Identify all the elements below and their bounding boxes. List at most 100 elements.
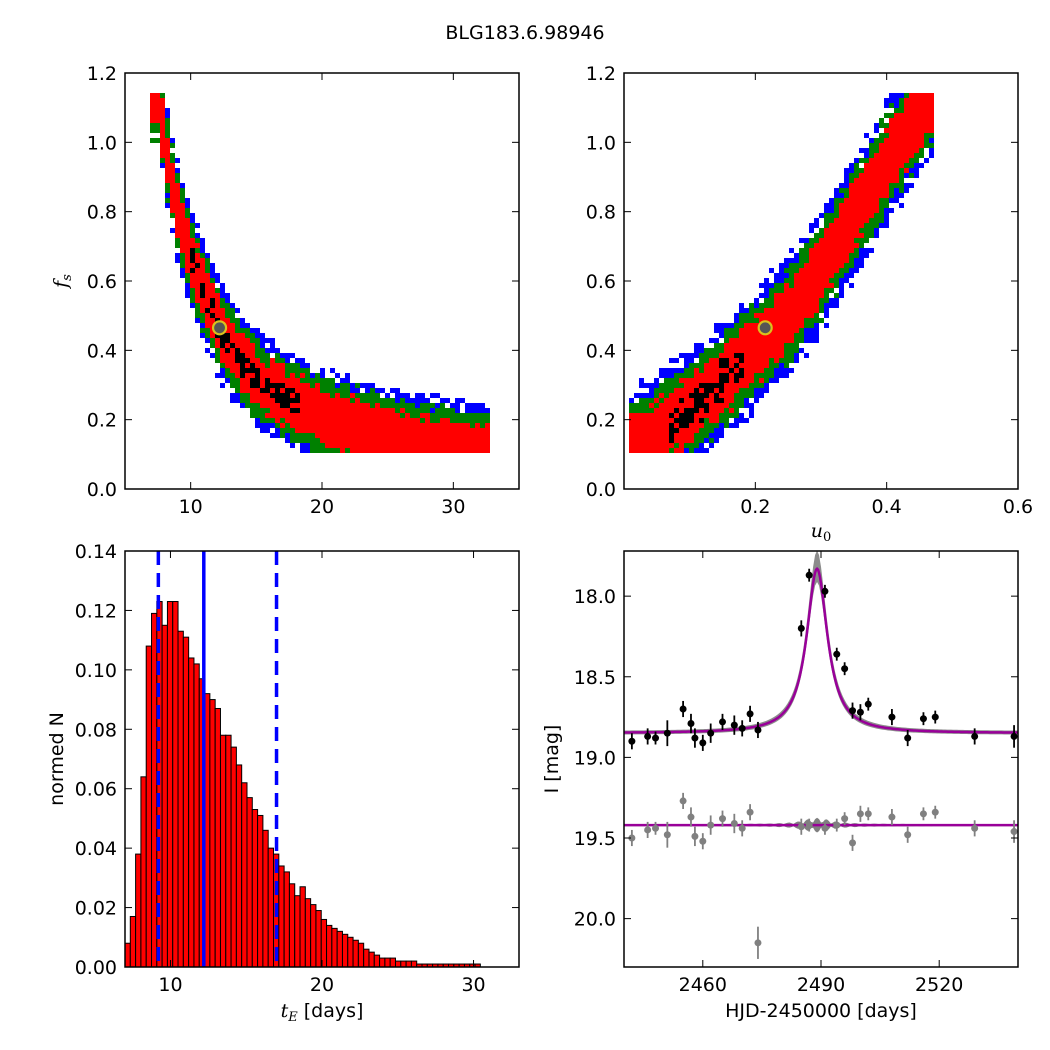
region-cell-green <box>295 438 300 443</box>
region-cell-red <box>175 198 180 203</box>
region-cell-red <box>894 173 899 178</box>
region-cell-green <box>834 198 839 203</box>
region-cell-green <box>190 293 195 298</box>
region-cell-red <box>325 393 330 398</box>
region-cell-red <box>774 338 779 343</box>
region-cell-red <box>929 113 934 118</box>
region-cell-blue <box>884 103 889 108</box>
residual-point <box>746 808 754 816</box>
region-cell-red <box>874 153 879 158</box>
region-cell-green <box>205 333 210 338</box>
region-cell-blue <box>784 258 789 263</box>
region-cell-red <box>684 438 689 443</box>
region-cell-blue <box>165 113 170 118</box>
region-cell-red <box>889 168 894 173</box>
region-cell-blue <box>929 138 934 143</box>
region-cell-red <box>305 403 310 408</box>
region-cell-green <box>225 368 230 373</box>
region-cell-blue <box>649 383 654 388</box>
region-cell-blue <box>829 198 834 203</box>
region-cell-green <box>335 448 340 453</box>
region-cell-red <box>435 448 440 453</box>
region-cell-blue <box>844 278 849 283</box>
region-cell-green <box>365 393 370 398</box>
region-cell-red <box>754 328 759 333</box>
region-cell-blue <box>764 278 769 283</box>
region-cell-red <box>919 123 924 128</box>
region-cell-blue <box>734 318 739 323</box>
region-cell-black <box>684 413 689 418</box>
region-cell-black <box>719 383 724 388</box>
region-cell-blue <box>310 373 315 378</box>
region-cell-black <box>220 343 225 348</box>
region-cell-red <box>894 168 899 173</box>
region-cell-blue <box>714 338 719 343</box>
region-cell-green <box>420 408 425 413</box>
region-cell-green <box>739 398 744 403</box>
region-cell-red <box>754 338 759 343</box>
region-cell-green <box>734 393 739 398</box>
region-cell-green <box>305 378 310 383</box>
region-cell-red <box>774 313 779 318</box>
region-cell-red <box>889 128 894 133</box>
region-cell-red <box>310 428 315 433</box>
region-cell-red <box>799 318 804 323</box>
region-cell-red <box>300 413 305 418</box>
region-cell-blue <box>235 393 240 398</box>
region-cell-red <box>729 378 734 383</box>
region-cell-red <box>335 398 340 403</box>
region-cell-green <box>195 238 200 243</box>
residual-point <box>738 824 746 832</box>
region-cell-red <box>644 438 649 443</box>
region-cell-red <box>874 173 879 178</box>
region-cell-green <box>794 268 799 273</box>
region-cell-blue <box>664 368 669 373</box>
region-cell-red <box>919 103 924 108</box>
region-cell-blue <box>749 403 754 408</box>
region-cell-blue <box>904 173 909 178</box>
y-tick-label: 0.14 <box>75 541 117 563</box>
histogram-bar <box>384 957 391 968</box>
histogram-bar <box>363 948 370 968</box>
region-cell-red <box>634 413 639 418</box>
region-cell-green <box>639 403 644 408</box>
region-cell-red <box>235 368 240 373</box>
region-cell-red <box>225 318 230 323</box>
region-cell-red <box>390 433 395 438</box>
region-cell-green <box>869 228 874 233</box>
region-cell-blue <box>415 393 420 398</box>
x-tick-label: 10 <box>158 974 182 996</box>
region-cell-black <box>200 288 205 293</box>
region-cell-red <box>395 448 400 453</box>
region-cell-red <box>465 443 470 448</box>
region-cell-red <box>754 333 759 338</box>
region-cell-green <box>754 308 759 313</box>
region-cell-red <box>290 418 295 423</box>
region-cell-red <box>859 203 864 208</box>
region-cell-red <box>345 423 350 428</box>
region-cell-red <box>445 438 450 443</box>
region-cell-blue <box>165 203 170 208</box>
region-cell-red <box>829 268 834 273</box>
region-cell-red <box>320 428 325 433</box>
region-cell-green <box>245 393 250 398</box>
region-cell-red <box>315 403 320 408</box>
region-cell-green <box>719 413 724 418</box>
region-cell-green <box>909 173 914 178</box>
region-cell-red <box>629 413 634 418</box>
region-cell-blue <box>734 423 739 428</box>
region-cell-red <box>270 413 275 418</box>
region-cell-red <box>155 113 160 118</box>
region-cell-blue <box>654 383 659 388</box>
data-point <box>754 726 762 734</box>
region-cell-green <box>874 148 879 153</box>
region-cell-green <box>744 388 749 393</box>
region-cell-red <box>315 388 320 393</box>
x-axis-label: u0 <box>811 520 832 545</box>
region-cell-red <box>769 318 774 323</box>
region-cell-red <box>774 293 779 298</box>
region-cell-red <box>410 433 415 438</box>
region-cell-blue <box>699 343 704 348</box>
region-cell-blue <box>744 418 749 423</box>
histogram-bar <box>310 904 317 968</box>
